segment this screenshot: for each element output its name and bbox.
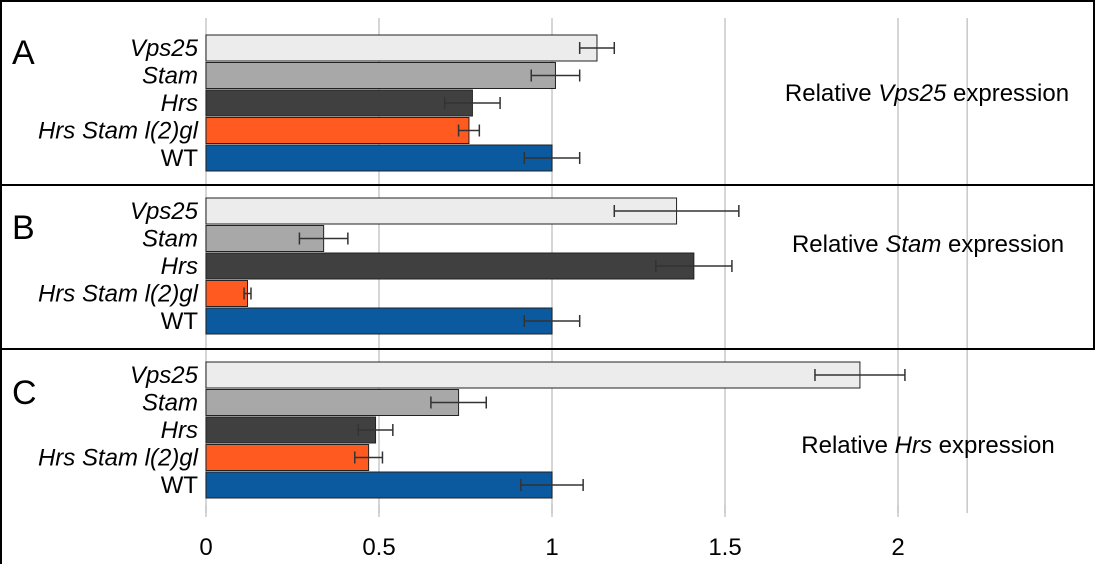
- bar: [205, 416, 377, 444]
- bar: [205, 280, 249, 307]
- bar: [205, 62, 556, 89]
- category-label: Stam: [142, 390, 198, 417]
- category-label: Stam: [142, 226, 198, 253]
- category-label: Stam: [142, 63, 198, 90]
- category-label: WT: [161, 145, 199, 172]
- category-label: Hrs Stam l(2)gl: [38, 445, 199, 472]
- panel-annotation: Relative Hrs expression: [801, 432, 1054, 459]
- bar: [205, 307, 553, 335]
- category-label: Hrs Stam l(2)gl: [38, 281, 199, 308]
- category-label: Vps25: [130, 35, 199, 62]
- category-label: WT: [161, 308, 199, 335]
- category-label: Hrs: [161, 253, 198, 280]
- bar: [205, 361, 861, 389]
- bar: [205, 144, 553, 172]
- x-tick-label: 1: [545, 534, 558, 561]
- category-label: Vps25: [130, 198, 199, 225]
- x-tick-label: 2: [891, 534, 904, 561]
- x-tick-label: 0: [199, 534, 212, 561]
- panel-letter: B: [12, 209, 35, 247]
- bar: [205, 252, 695, 280]
- category-label: Hrs Stam l(2)gl: [38, 118, 199, 145]
- bar: [205, 471, 553, 499]
- category-label: Hrs: [161, 417, 198, 444]
- category-label: WT: [161, 472, 199, 499]
- panel-letter: A: [12, 34, 35, 72]
- x-tick-label: 0.5: [362, 534, 395, 561]
- bar: [205, 197, 678, 225]
- bar: [205, 444, 370, 471]
- category-label: Hrs: [161, 90, 198, 117]
- x-axis: 0 0.5 1 1.5 2: [199, 505, 905, 561]
- bar: [205, 34, 598, 62]
- panel-annotation: Relative Vps25 expression: [785, 80, 1069, 107]
- category-label: Vps25: [130, 362, 199, 389]
- bar: [205, 89, 473, 117]
- panel-letter: C: [12, 374, 37, 412]
- bar: [205, 389, 460, 416]
- bar: [205, 117, 470, 144]
- x-tick-label: 1.5: [708, 534, 741, 561]
- panel-annotation: Relative Stam expression: [792, 231, 1064, 258]
